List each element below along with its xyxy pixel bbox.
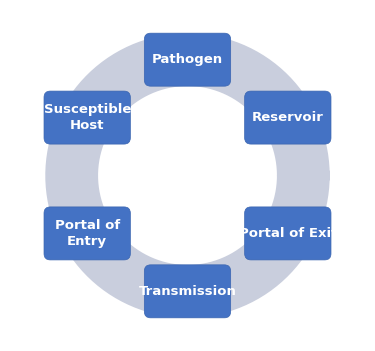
Text: Portal of
Entry: Portal of Entry (55, 219, 120, 248)
FancyBboxPatch shape (244, 91, 331, 144)
Text: Transmission: Transmission (138, 285, 236, 298)
Text: Pathogen: Pathogen (152, 53, 223, 66)
Text: Portal of Exit: Portal of Exit (238, 227, 337, 240)
FancyBboxPatch shape (144, 265, 231, 318)
FancyBboxPatch shape (144, 33, 231, 86)
FancyBboxPatch shape (44, 91, 130, 144)
FancyBboxPatch shape (44, 207, 130, 260)
FancyBboxPatch shape (244, 207, 331, 260)
Text: Susceptible
Host: Susceptible Host (44, 103, 131, 132)
Text: Reservoir: Reservoir (252, 111, 324, 124)
